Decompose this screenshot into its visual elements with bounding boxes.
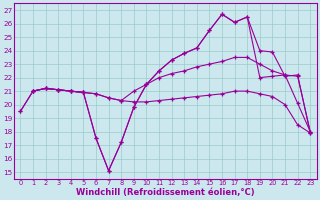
X-axis label: Windchill (Refroidissement éolien,°C): Windchill (Refroidissement éolien,°C) — [76, 188, 255, 197]
